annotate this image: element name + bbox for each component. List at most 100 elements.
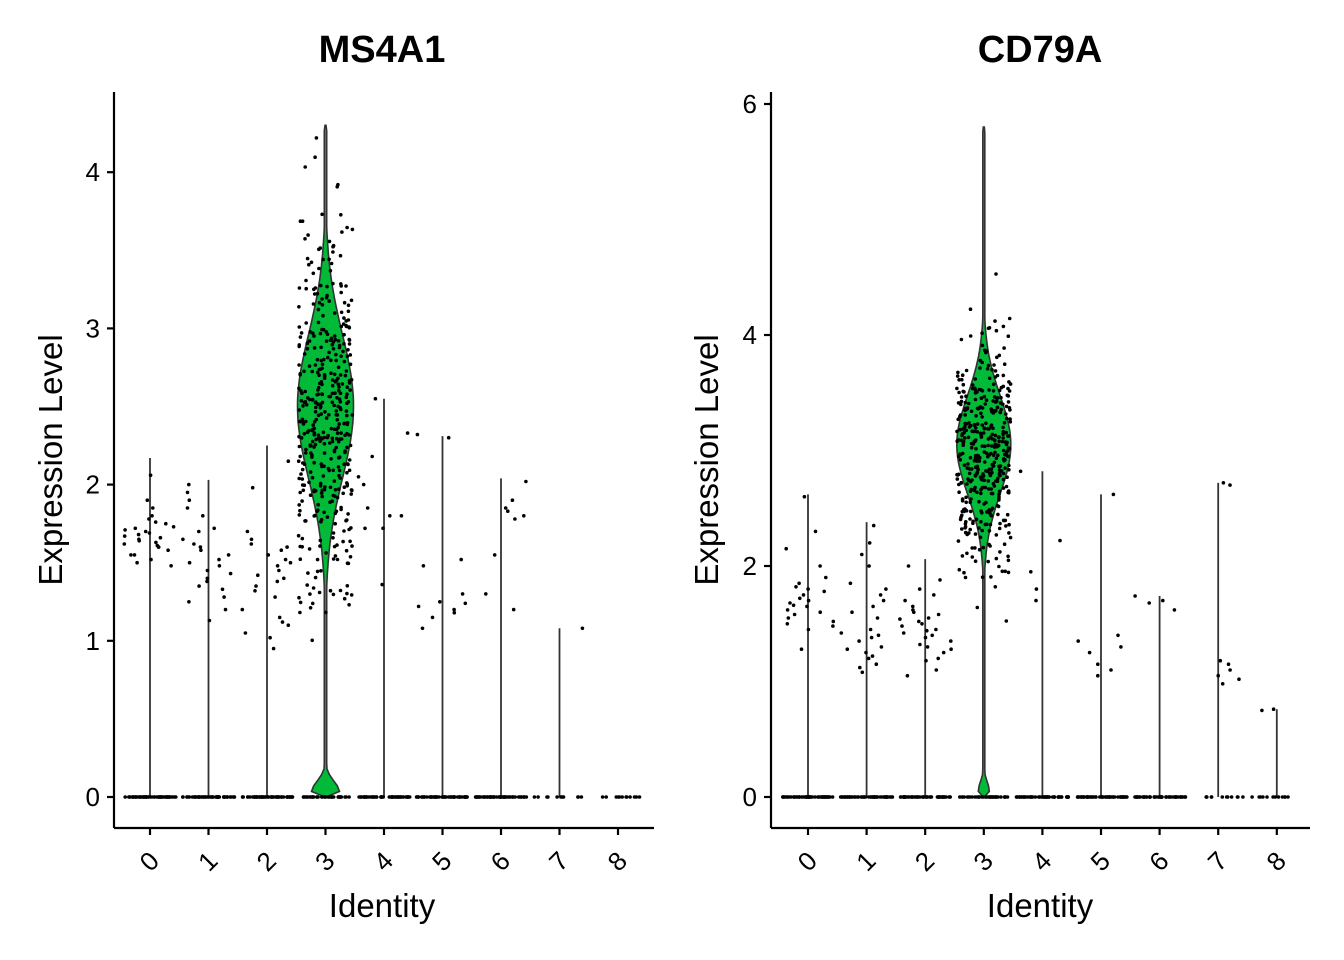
- data-point: [973, 795, 977, 799]
- data-point: [1164, 795, 1169, 799]
- data-point: [957, 567, 962, 572]
- data-point: [318, 544, 322, 548]
- data-point: [970, 555, 975, 559]
- data-point: [1023, 795, 1027, 799]
- data-point: [300, 536, 305, 541]
- data-point: [122, 534, 127, 538]
- data-point: [1237, 677, 1241, 681]
- data-point: [122, 542, 127, 546]
- data-point: [348, 353, 353, 357]
- data-point: [876, 633, 881, 638]
- data-point: [974, 446, 978, 451]
- data-point: [964, 394, 968, 399]
- data-point: [333, 379, 338, 384]
- data-point: [135, 560, 139, 565]
- data-point: [312, 431, 317, 435]
- data-point: [363, 526, 367, 531]
- data-point: [1116, 633, 1120, 638]
- data-point: [346, 512, 350, 516]
- data-point: [1000, 439, 1005, 444]
- data-point: [280, 620, 285, 624]
- data-point: [332, 544, 337, 549]
- data-point: [973, 465, 978, 470]
- data-point: [616, 795, 621, 799]
- data-point: [322, 451, 327, 455]
- data-point: [303, 165, 308, 169]
- data-point: [1220, 795, 1225, 799]
- data-point: [316, 392, 321, 397]
- data-point: [963, 421, 967, 426]
- data-point: [962, 570, 966, 575]
- data-point: [444, 795, 448, 799]
- data-point: [314, 136, 319, 140]
- data-point: [243, 631, 248, 635]
- data-point: [861, 795, 865, 799]
- data-point: [332, 479, 337, 483]
- data-point: [959, 399, 964, 404]
- data-point: [960, 513, 964, 518]
- data-point: [966, 462, 970, 466]
- data-point: [488, 795, 493, 799]
- data-point: [964, 500, 968, 505]
- data-point: [187, 600, 191, 604]
- data-point: [344, 284, 348, 288]
- data-point: [330, 391, 335, 396]
- data-point: [452, 610, 457, 615]
- data-point: [978, 431, 983, 436]
- data-point: [980, 331, 984, 336]
- data-point: [429, 795, 434, 799]
- data-point: [974, 517, 979, 522]
- data-point: [339, 431, 343, 435]
- data-point: [297, 434, 301, 439]
- data-point: [268, 635, 272, 640]
- data-point: [274, 795, 278, 799]
- data-point: [1104, 795, 1108, 799]
- data-point: [255, 795, 259, 799]
- data-point: [226, 553, 231, 557]
- data-point: [973, 474, 978, 478]
- data-point: [992, 438, 997, 442]
- data-point: [279, 548, 284, 552]
- data-point: [297, 386, 301, 391]
- data-point: [1179, 795, 1183, 799]
- data-point: [984, 421, 988, 426]
- data-point: [387, 795, 392, 799]
- x-tick-label: 7: [543, 846, 574, 877]
- data-point: [135, 795, 139, 799]
- panel-title: CD79A: [978, 29, 1103, 71]
- data-point: [818, 564, 822, 568]
- data-point: [1119, 645, 1123, 649]
- violin-0: [781, 494, 836, 799]
- data-point: [263, 795, 268, 799]
- data-point: [316, 307, 321, 312]
- data-point: [275, 564, 280, 568]
- data-point: [348, 362, 353, 367]
- data-point: [510, 498, 515, 503]
- data-point: [300, 483, 305, 487]
- data-point: [980, 485, 985, 490]
- data-point: [342, 316, 346, 320]
- data-point: [306, 233, 310, 237]
- data-point: [966, 435, 971, 440]
- data-point: [345, 420, 350, 425]
- data-point: [1006, 558, 1011, 563]
- data-point: [1006, 554, 1010, 559]
- data-point: [1226, 662, 1231, 666]
- data-point: [941, 795, 945, 799]
- data-point: [955, 439, 959, 444]
- data-point: [992, 363, 996, 367]
- data-point: [322, 374, 327, 379]
- data-point: [477, 795, 481, 799]
- data-point: [799, 647, 804, 651]
- data-point: [323, 795, 328, 799]
- violin-1: [838, 522, 895, 799]
- data-point: [316, 320, 321, 325]
- data-point: [152, 795, 157, 799]
- data-point: [856, 795, 860, 799]
- data-point: [311, 302, 316, 306]
- data-point: [297, 344, 302, 349]
- data-point: [522, 514, 526, 518]
- data-point: [973, 377, 978, 381]
- data-point: [503, 795, 508, 799]
